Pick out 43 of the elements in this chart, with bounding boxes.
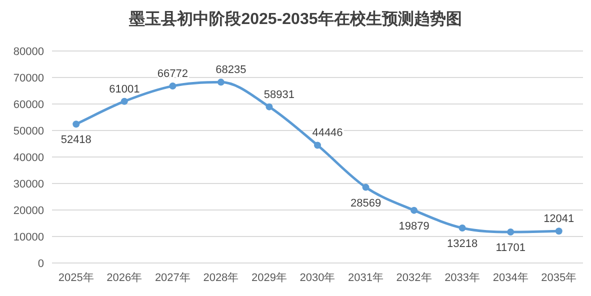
x-tick-label: 2033年 (444, 272, 480, 284)
x-tick-label: 2027年 (154, 272, 190, 284)
data-label: 13218 (447, 238, 478, 250)
x-tick-label: 2034年 (492, 272, 528, 284)
data-label: 68235 (216, 64, 246, 76)
y-tick-label: 40000 (13, 152, 44, 164)
x-tick-label: 2025年 (58, 272, 94, 284)
point (217, 78, 224, 86)
y-tick-label: 0 (38, 258, 44, 270)
x-tick-label: 2032年 (396, 272, 432, 284)
point (72, 120, 80, 128)
x-tick-label: 2028年 (203, 272, 239, 284)
y-tick-label: 80000 (13, 46, 44, 58)
point (410, 206, 418, 214)
point (314, 142, 321, 149)
data-label: 58931 (264, 88, 295, 101)
data-label: 11701 (496, 242, 526, 254)
data-label: 66772 (157, 68, 188, 80)
x-tick-label: 2026年 (106, 272, 142, 284)
point (169, 82, 176, 90)
y-tick-label: 70000 (13, 72, 44, 84)
y-tick-label: 30000 (13, 178, 44, 190)
data-label: 28569 (350, 197, 382, 210)
point (120, 98, 128, 105)
point (362, 184, 370, 191)
point (266, 103, 273, 110)
point (458, 224, 466, 232)
y-tick-label: 20000 (13, 205, 44, 217)
data-label: 19879 (398, 220, 430, 232)
data-label: 12041 (544, 213, 574, 226)
x-tick-label: 2031年 (348, 272, 384, 284)
chart-title: 墨玉县初中阶段2025-2035年在校生预测趋势图 (128, 10, 462, 28)
y-tick-label: 10000 (13, 232, 44, 244)
y-tick-label: 60000 (13, 99, 44, 111)
data-label: 52418 (60, 134, 92, 146)
x-tick-label: 2030年 (300, 272, 336, 284)
data-label: 44446 (312, 127, 343, 140)
y-tick-label: 50000 (13, 126, 44, 138)
point (555, 228, 562, 235)
x-tick-label: 2035年 (541, 272, 577, 284)
x-tick-label: 2029年 (251, 272, 287, 284)
data-label: 61001 (109, 83, 140, 96)
point (507, 228, 514, 236)
